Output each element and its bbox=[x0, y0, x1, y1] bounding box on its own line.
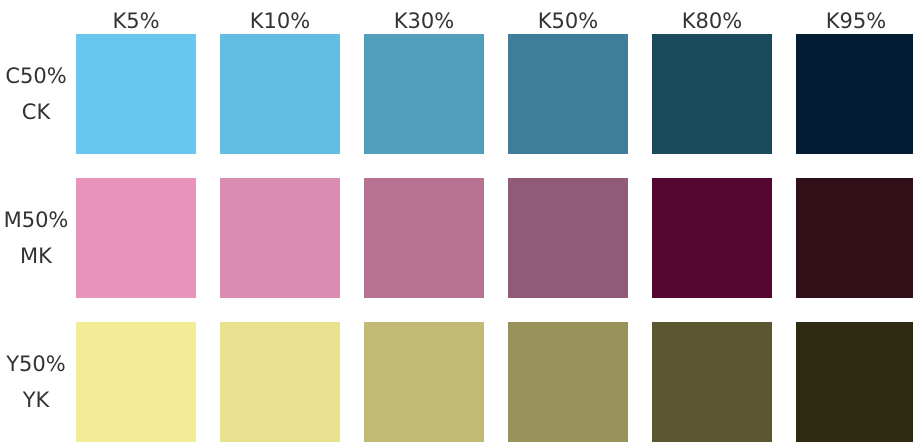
column-header-k10: K10% bbox=[249, 9, 311, 33]
swatch-ck-k5 bbox=[76, 34, 196, 154]
row-label-ck-line2: CK bbox=[21, 100, 51, 124]
row-label-yk-line2: YK bbox=[22, 388, 50, 412]
swatch-yk-k5 bbox=[76, 322, 196, 442]
swatch-mk-k95 bbox=[796, 178, 913, 298]
column-header-k50: K50% bbox=[537, 9, 599, 33]
swatch-ck-k30 bbox=[364, 34, 484, 154]
swatch-ck-k10 bbox=[220, 34, 340, 154]
swatch-yk-k80 bbox=[652, 322, 772, 442]
swatch-ck-k95 bbox=[796, 34, 913, 154]
swatch-mk-k5 bbox=[76, 178, 196, 298]
swatch-mk-k50 bbox=[508, 178, 628, 298]
swatch-yk-k50 bbox=[508, 322, 628, 442]
row-label-mk: M50% MK bbox=[0, 202, 72, 274]
swatch-ck-k50 bbox=[508, 34, 628, 154]
column-header-k30: K30% bbox=[393, 9, 455, 33]
column-header-k80: K80% bbox=[681, 9, 743, 33]
row-label-ck-line1: C50% bbox=[5, 64, 67, 88]
swatch-mk-k10 bbox=[220, 178, 340, 298]
column-header-k95: K95% bbox=[825, 9, 887, 33]
swatch-yk-k10 bbox=[220, 322, 340, 442]
row-label-yk-line1: Y50% bbox=[6, 352, 66, 376]
row-label-yk: Y50% YK bbox=[0, 346, 72, 418]
swatch-yk-k30 bbox=[364, 322, 484, 442]
swatch-yk-k95 bbox=[796, 322, 913, 442]
row-label-ck: C50% CK bbox=[0, 58, 72, 130]
row-label-mk-line1: M50% bbox=[3, 208, 69, 232]
row-label-mk-line2: MK bbox=[20, 244, 52, 268]
swatch-ck-k80 bbox=[652, 34, 772, 154]
swatch-mk-k30 bbox=[364, 178, 484, 298]
column-header-k5: K5% bbox=[112, 9, 160, 33]
swatch-mk-k80 bbox=[652, 178, 772, 298]
